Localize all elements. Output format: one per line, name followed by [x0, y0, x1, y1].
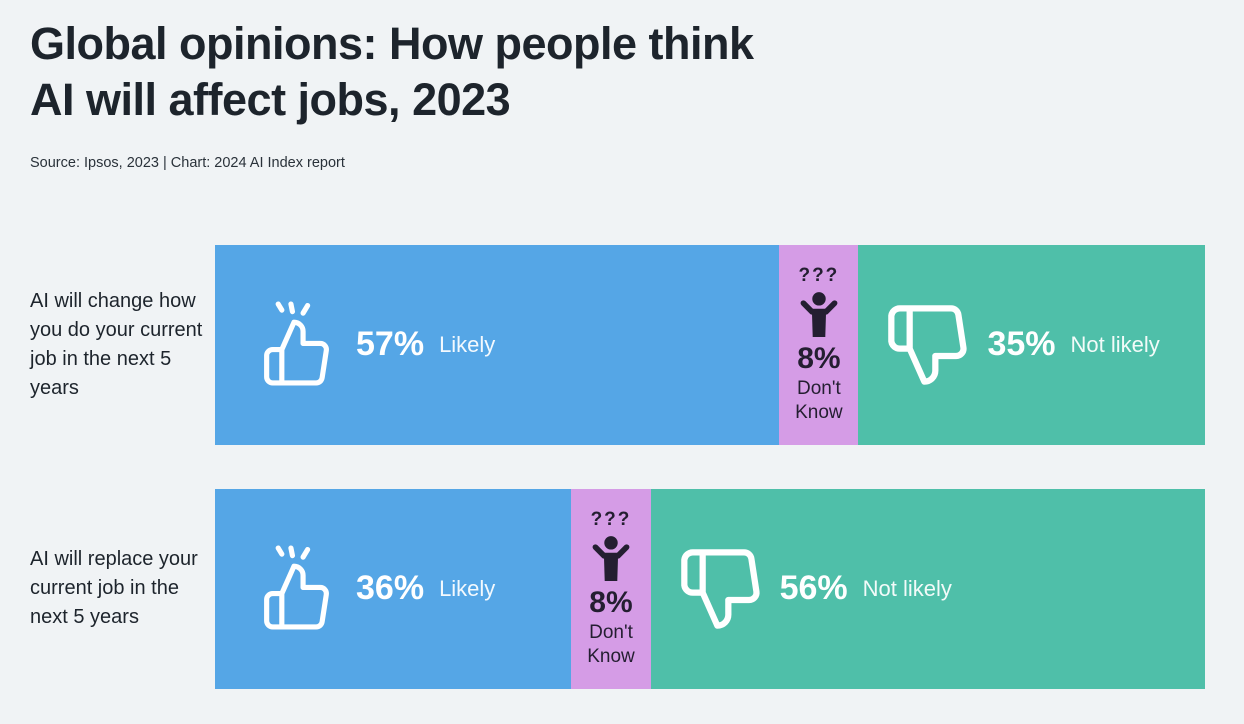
segment-label: Know: [587, 646, 635, 667]
segment-value: 35%: [987, 325, 1056, 363]
segment-label: Likely: [439, 575, 496, 601]
row-label: AI will replace your current job in the …: [30, 548, 198, 628]
segment-dont-know: ??? 8% Don't Know: [779, 244, 859, 445]
question-marks-icon: ???: [590, 508, 632, 530]
segment-value: 56%: [779, 569, 848, 607]
segment-value: 8%: [797, 341, 841, 375]
segment-label: Don't: [589, 621, 633, 643]
thumbs-down-icon: [884, 301, 972, 389]
segment-label: Likely: [439, 331, 496, 357]
chart-row-change-job: AI will change how you do your current j…: [30, 244, 1205, 445]
thumbs-up-icon: [253, 300, 341, 389]
source-caption: Source: Ipsos, 2023 | Chart: 2024 AI Ind…: [30, 154, 345, 171]
segment-value: 36%: [356, 569, 425, 607]
segment-label: Know: [795, 402, 843, 423]
bar: 36% Likely ??? 8% Don't: [215, 488, 1205, 689]
confused-person-icon: [793, 289, 845, 339]
segment-value: 57%: [356, 325, 425, 363]
segment-value: 8%: [589, 585, 633, 619]
thumbs-down-icon: [677, 545, 765, 633]
segment-label: Not likely: [1070, 331, 1160, 357]
segment-not-likely: 35% Not likely: [858, 244, 1205, 445]
segment-likely: 57% Likely: [215, 244, 780, 445]
segment-label: Not likely: [862, 575, 952, 601]
question-marks-icon: ???: [798, 264, 840, 286]
title-line-2: AI will affect jobs, 2023: [30, 74, 511, 126]
title-line-1: Global opinions: How people think: [30, 18, 754, 69]
segment-not-likely: 56% Not likely: [650, 488, 1205, 689]
thumbs-up-icon: [253, 544, 341, 633]
segment-likely: 36% Likely: [215, 488, 572, 689]
bar: 57% Likely ??? 8% Don't: [215, 244, 1205, 445]
page-title: Global opinions: How people think AI wil…: [30, 16, 1205, 129]
confused-person-icon: [585, 533, 637, 583]
chart-row-replace-job: AI will replace your current job in the …: [30, 488, 1205, 689]
row-label: AI will change how you do your current j…: [30, 289, 203, 399]
segment-label: Don't: [797, 377, 841, 399]
segment-dont-know: ??? 8% Don't Know: [571, 488, 651, 689]
stacked-bar-chart: AI will change how you do your current j…: [30, 244, 1205, 689]
